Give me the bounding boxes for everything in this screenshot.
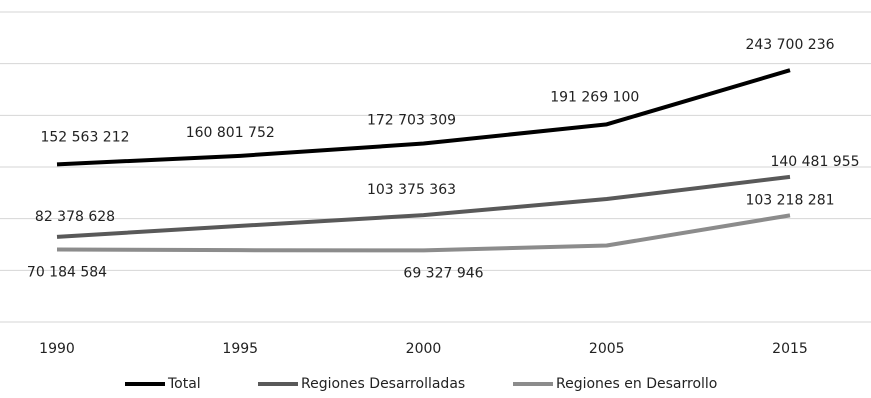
x-tick-label: 2000 bbox=[406, 341, 442, 357]
data-label: 172 703 309 bbox=[367, 113, 456, 129]
x-tick-label: 1990 bbox=[39, 341, 75, 357]
series-line bbox=[56, 174, 791, 239]
series-line bbox=[56, 213, 791, 253]
x-tick-label: 2005 bbox=[589, 341, 625, 357]
x-tick-label: 2015 bbox=[772, 341, 808, 357]
data-label: 243 700 236 bbox=[745, 37, 834, 53]
data-label: 191 269 100 bbox=[550, 89, 639, 105]
data-label: 152 563 212 bbox=[40, 129, 129, 145]
legend-label: Regiones Desarrolladas bbox=[301, 376, 465, 392]
data-label: 82 378 628 bbox=[35, 209, 115, 225]
data-label: 103 375 363 bbox=[367, 182, 456, 198]
data-label: 140 481 955 bbox=[770, 154, 859, 170]
series-line bbox=[56, 68, 791, 167]
legend-label: Total bbox=[167, 376, 201, 392]
legend-label: Regiones en Desarrollo bbox=[556, 376, 717, 392]
data-label: 103 218 281 bbox=[745, 192, 834, 208]
data-label: 69 327 946 bbox=[403, 265, 483, 281]
data-label: 70 184 584 bbox=[27, 264, 107, 280]
x-tick-label: 1995 bbox=[222, 341, 258, 357]
data-label: 160 801 752 bbox=[186, 125, 275, 141]
